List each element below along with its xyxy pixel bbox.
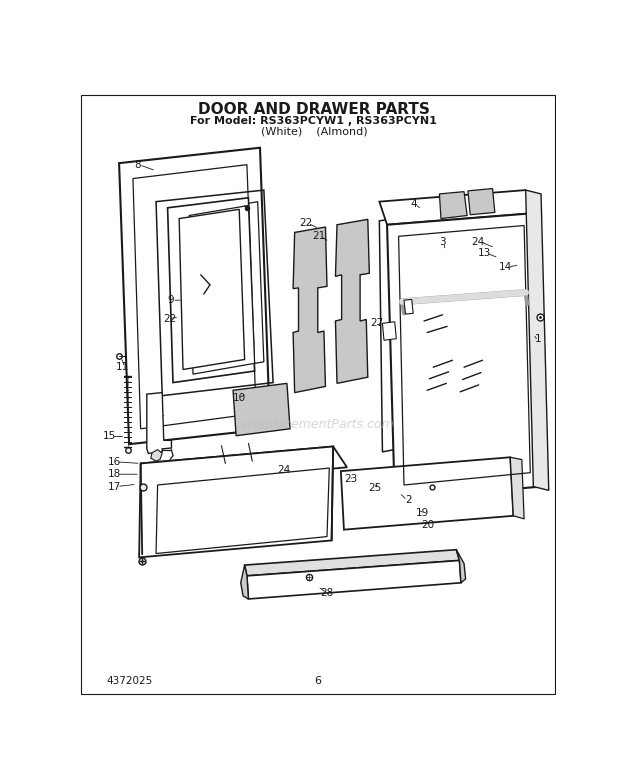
Text: 25: 25 <box>368 483 382 493</box>
Polygon shape <box>167 198 255 382</box>
Text: 27: 27 <box>370 318 383 328</box>
Text: For Model: RS363PCYW1 , RS363PCYN1: For Model: RS363PCYW1 , RS363PCYN1 <box>190 116 437 126</box>
Text: 22: 22 <box>164 314 177 324</box>
Polygon shape <box>456 550 466 583</box>
Text: 23: 23 <box>344 474 357 484</box>
Polygon shape <box>510 457 524 519</box>
Polygon shape <box>139 447 333 558</box>
Text: 9: 9 <box>167 295 174 305</box>
Polygon shape <box>119 148 270 444</box>
Text: 8: 8 <box>135 160 141 170</box>
Text: 24: 24 <box>472 237 485 246</box>
Text: 28: 28 <box>321 588 334 597</box>
Text: 22: 22 <box>299 218 312 228</box>
Text: eReplacementParts.com: eReplacementParts.com <box>241 418 394 432</box>
Text: 10: 10 <box>233 393 246 403</box>
Text: 11: 11 <box>116 362 129 372</box>
Polygon shape <box>404 300 413 314</box>
Text: 1: 1 <box>534 334 541 344</box>
Text: 13: 13 <box>478 248 491 258</box>
Polygon shape <box>198 202 264 372</box>
Polygon shape <box>247 561 461 599</box>
Polygon shape <box>379 218 402 452</box>
Text: 4: 4 <box>410 199 417 209</box>
Text: 3: 3 <box>440 238 446 247</box>
Polygon shape <box>389 216 412 450</box>
Text: 12: 12 <box>193 252 206 262</box>
Polygon shape <box>141 447 347 485</box>
Polygon shape <box>147 393 172 454</box>
Polygon shape <box>341 457 513 529</box>
Text: DOOR AND DRAWER PARTS: DOOR AND DRAWER PARTS <box>198 102 430 117</box>
Text: 20: 20 <box>422 520 435 530</box>
Text: 21: 21 <box>312 231 326 242</box>
Polygon shape <box>233 383 290 436</box>
Polygon shape <box>387 213 541 500</box>
Polygon shape <box>383 321 396 340</box>
Polygon shape <box>293 227 327 393</box>
Text: 14: 14 <box>499 262 513 272</box>
Polygon shape <box>379 190 533 224</box>
Text: 18: 18 <box>108 469 122 479</box>
Polygon shape <box>526 190 549 490</box>
Polygon shape <box>179 210 245 370</box>
Polygon shape <box>335 219 370 383</box>
Text: 2: 2 <box>405 496 412 505</box>
Text: (White)    (Almond): (White) (Almond) <box>260 127 367 137</box>
Text: 4372025: 4372025 <box>106 676 153 686</box>
Polygon shape <box>398 213 421 448</box>
Text: 24: 24 <box>278 465 291 475</box>
Polygon shape <box>189 206 255 374</box>
Polygon shape <box>245 550 459 576</box>
Text: 26: 26 <box>229 343 242 353</box>
Text: 6: 6 <box>314 676 321 686</box>
Polygon shape <box>440 192 467 219</box>
Polygon shape <box>241 565 249 599</box>
Text: 17: 17 <box>108 482 122 492</box>
Text: 15: 15 <box>103 432 116 442</box>
Polygon shape <box>468 188 495 215</box>
Text: 16: 16 <box>108 457 122 467</box>
Text: 19: 19 <box>416 508 430 518</box>
Polygon shape <box>151 450 162 461</box>
